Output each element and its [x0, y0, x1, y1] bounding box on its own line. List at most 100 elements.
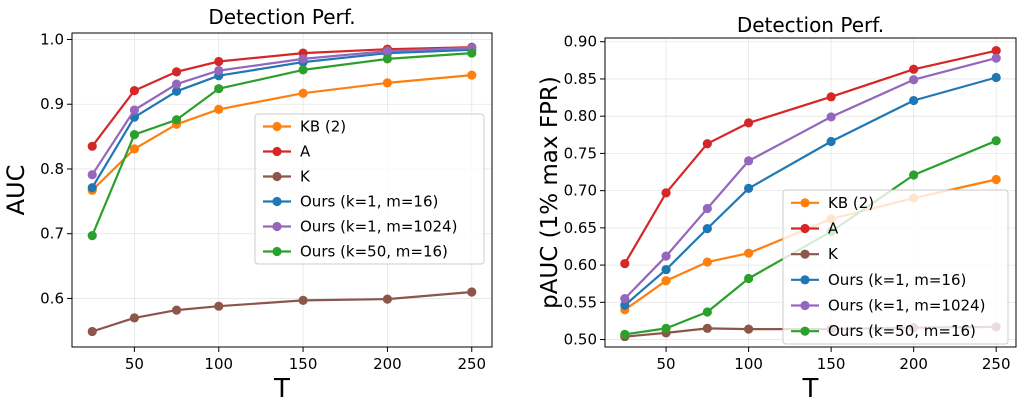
data-point: [298, 54, 308, 64]
data-point: [382, 46, 393, 56]
data-point: [702, 307, 712, 317]
y-tick-label: 0.55: [564, 293, 597, 311]
y-axis-label: pAUC (1% max FPR): [537, 76, 563, 309]
data-point: [909, 64, 919, 74]
legend-swatch-marker: [800, 198, 810, 208]
data-point: [129, 144, 140, 154]
y-axis-label: AUC: [2, 165, 30, 216]
x-tick-label: 150: [289, 355, 318, 373]
data-point: [909, 170, 919, 180]
legend-label: Ours (k=1, m=1024): [300, 218, 457, 236]
y-tick-label: 0.8: [40, 160, 64, 178]
legend-swatch-marker: [800, 300, 810, 311]
legend-swatch-marker: [800, 223, 810, 234]
data-point: [129, 130, 140, 140]
data-point: [129, 105, 140, 115]
data-point: [129, 86, 140, 96]
y-tick-label: 0.60: [564, 256, 597, 274]
legend-box: [254, 113, 485, 265]
data-point: [744, 183, 754, 194]
series-line: [91, 290, 472, 333]
legend-label: Ours (k=1, m=16): [828, 271, 966, 289]
y-tick-label: 0.75: [564, 144, 597, 162]
data-point: [702, 257, 712, 267]
data-point: [382, 78, 393, 88]
legend-swatch-marker: [272, 196, 282, 207]
pauc-chart: 50 100 150 200 250 0.50 0.55 0.60 0.65 0.70 0.75 0.…: [537, 13, 1017, 401]
data-point: [702, 323, 712, 333]
data-point: [129, 313, 140, 323]
legend-swatch-marker: [272, 146, 282, 157]
data-point: [171, 115, 182, 125]
data-point: [744, 248, 754, 258]
x-tick-label: 250: [982, 355, 1011, 373]
x-tick-label: 50: [657, 355, 676, 373]
x-tick-label: 100: [204, 355, 233, 373]
legend-label: A: [300, 143, 311, 161]
data-point: [661, 276, 671, 286]
data-point: [620, 259, 630, 269]
data-point: [382, 294, 393, 304]
legend-label: K: [828, 245, 839, 263]
data-point: [214, 65, 224, 76]
data-point: [702, 139, 712, 149]
data-point: [661, 323, 671, 333]
data-point: [991, 72, 1001, 83]
data-point: [702, 224, 712, 234]
plot-frame: [604, 37, 1017, 348]
data-point: [298, 295, 308, 305]
data-point: [214, 301, 224, 311]
data-point: [214, 84, 224, 94]
legend-box: [782, 189, 1009, 345]
y-tick-label: 0.6: [40, 289, 64, 307]
legend-label: KB (2): [828, 194, 874, 212]
legend-swatch-marker: [272, 171, 282, 182]
data-point: [214, 56, 224, 67]
data-point: [661, 264, 671, 275]
legend-label: Ours (k=50, m=16): [300, 243, 448, 261]
data-point: [991, 174, 1001, 185]
data-point: [991, 136, 1001, 146]
data-point: [826, 136, 836, 147]
legend-swatch-marker: [272, 246, 282, 257]
x-axis-label: T: [273, 374, 290, 401]
y-tick-label: 0.70: [564, 182, 597, 200]
x-axis-label: T: [802, 374, 819, 401]
x-tick-label: 250: [457, 355, 486, 373]
data-point: [87, 231, 97, 241]
legend-swatch-marker: [272, 221, 282, 232]
data-point: [620, 300, 630, 310]
data-point: [661, 188, 671, 198]
data-point: [467, 70, 477, 80]
y-tick-label: 0.80: [564, 107, 597, 125]
y-tick-label: 0.85: [564, 70, 597, 88]
data-point: [661, 251, 671, 261]
legend-label: K: [300, 168, 311, 186]
x-tick-label: 150: [817, 355, 846, 373]
x-tick-label: 50: [125, 355, 144, 373]
data-point: [702, 203, 712, 214]
data-point: [171, 305, 182, 315]
data-point: [171, 67, 182, 77]
data-point: [87, 326, 97, 337]
data-point: [382, 54, 393, 64]
data-point: [298, 65, 308, 75]
data-point: [909, 95, 919, 106]
y-tick-label: 0.50: [564, 331, 597, 349]
data-point: [87, 170, 97, 180]
legend-label: Ours (k=1, m=1024): [828, 297, 985, 315]
data-point: [298, 88, 308, 98]
data-point: [744, 118, 754, 128]
data-point: [467, 287, 477, 297]
data-point: [991, 46, 1001, 56]
y-tick-label: 1.0: [40, 30, 64, 48]
data-point: [171, 86, 182, 96]
legend-label: KB (2): [300, 118, 346, 136]
data-point: [744, 156, 754, 166]
data-point: [991, 53, 1001, 63]
data-point: [744, 273, 754, 284]
legend-label: Ours (k=1, m=16): [300, 193, 438, 211]
legend-swatch-marker: [800, 249, 810, 259]
legend-swatch-marker: [800, 326, 810, 336]
